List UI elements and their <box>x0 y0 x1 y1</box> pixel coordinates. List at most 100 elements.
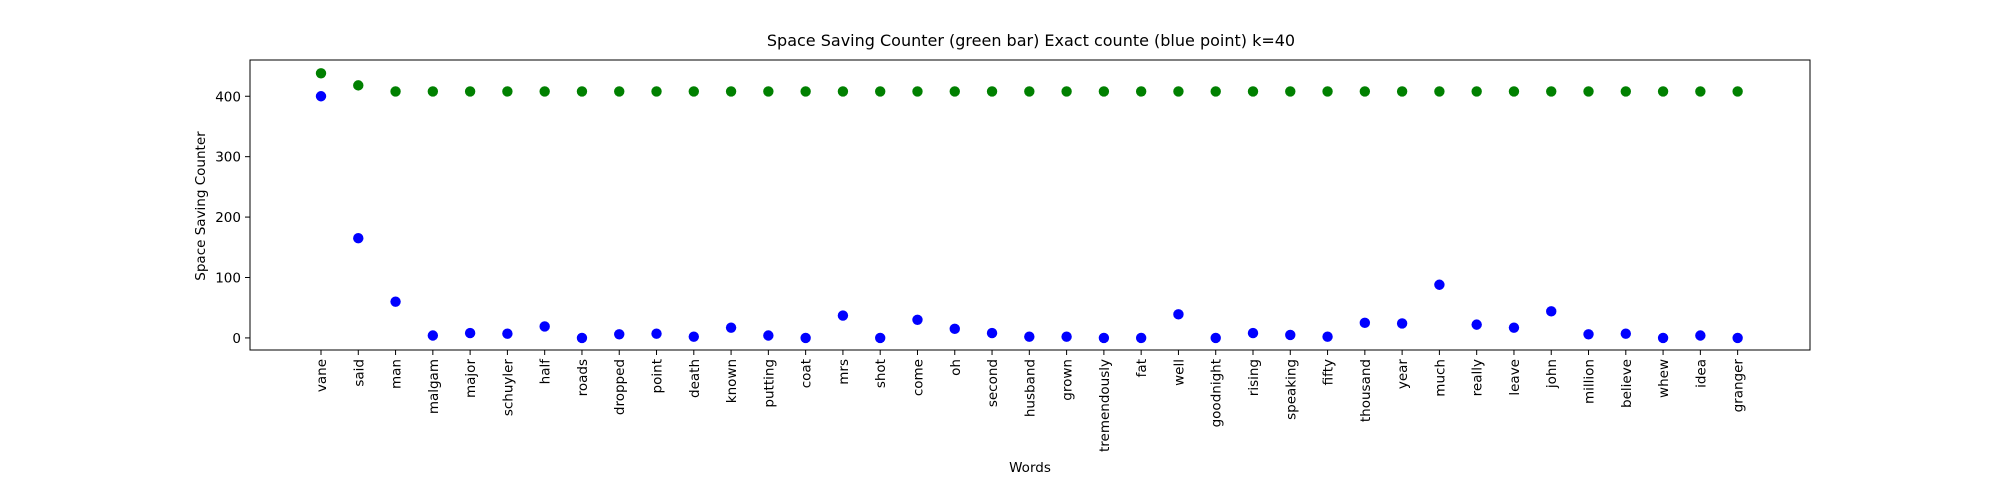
exact-count-point <box>1396 318 1408 329</box>
space-saving-count-point <box>1546 86 1557 97</box>
exact-count-point <box>315 91 327 102</box>
x-tick-label: said <box>351 359 367 387</box>
exact-count-point <box>875 332 886 344</box>
x-tick-label: granger <box>1731 359 1747 413</box>
x-axis: vane said man malgam major schuyler half roads d… <box>314 350 1747 452</box>
exact-count-point <box>1210 332 1221 344</box>
exact-count-point <box>800 332 811 344</box>
y-axis-label: Space Saving Counter <box>193 131 209 281</box>
x-tick-label: speaking <box>1283 359 1299 420</box>
space-saving-count-point <box>1620 86 1632 97</box>
space-saving-count-point <box>1359 86 1371 97</box>
exact-count-point <box>1061 331 1072 342</box>
x-tick-label: really <box>1470 359 1486 396</box>
space-saving-count-point <box>1434 86 1445 97</box>
x-tick-label: much <box>1432 359 1448 397</box>
exact-count-point <box>502 328 513 339</box>
exact-count-point <box>1471 319 1482 330</box>
space-saving-count-point <box>1173 86 1184 97</box>
x-tick-label: year <box>1395 359 1411 390</box>
x-tick-label: putting <box>761 359 777 408</box>
x-tick-label: idea <box>1693 359 1709 388</box>
data-points <box>315 68 1743 344</box>
exact-count-point <box>1583 329 1594 340</box>
x-tick-label: man <box>389 359 405 389</box>
space-saving-count-point <box>651 86 662 97</box>
y-tick-label: 200 <box>215 210 241 226</box>
space-saving-count-point <box>986 86 998 97</box>
x-tick-label: oh <box>948 359 964 376</box>
space-saving-count-point <box>464 86 476 97</box>
space-saving-count-point <box>539 86 550 97</box>
x-tick-label: death <box>687 359 703 398</box>
space-saving-count-point <box>1695 86 1706 97</box>
y-axis: 0 100 200 300 400 <box>215 89 250 347</box>
exact-count-point <box>1098 332 1110 344</box>
x-tick-label: malgam <box>426 359 442 414</box>
y-tick-label: 0 <box>232 331 241 347</box>
exact-count-point <box>688 331 699 342</box>
x-tick-label: believe <box>1619 359 1635 408</box>
exact-count-point <box>912 314 923 325</box>
exact-count-point <box>427 330 439 341</box>
exact-count-point <box>1546 306 1557 317</box>
space-saving-count-point <box>1247 86 1259 97</box>
exact-count-point <box>353 233 364 244</box>
exact-count-point <box>1657 332 1669 344</box>
space-saving-count-point <box>1657 86 1669 97</box>
space-saving-count-point <box>576 86 588 97</box>
exact-count-point <box>986 327 998 339</box>
x-tick-label: million <box>1582 359 1598 404</box>
space-saving-count-point <box>1732 86 1743 97</box>
x-tick-label: mrs <box>836 359 852 385</box>
exact-count-point <box>1434 279 1445 290</box>
x-tick-label: thousand <box>1358 359 1374 422</box>
space-saving-count-point <box>315 68 327 79</box>
x-tick-label: dropped <box>612 359 628 415</box>
space-saving-count-point <box>353 80 364 91</box>
y-tick-label: 400 <box>215 89 241 105</box>
space-saving-count-point <box>1024 86 1035 97</box>
x-tick-label: grown <box>1060 359 1076 401</box>
x-tick-label: come <box>910 359 926 396</box>
exact-count-point <box>464 327 476 339</box>
space-saving-count-point <box>502 86 513 97</box>
x-tick-label: leave <box>1507 359 1523 396</box>
space-saving-count-point <box>1210 86 1221 97</box>
x-tick-label: vane <box>314 359 330 392</box>
space-saving-count-point <box>949 86 960 97</box>
exact-count-point <box>1508 322 1520 333</box>
exact-count-point <box>763 330 774 341</box>
space-saving-count-point <box>427 86 439 97</box>
x-tick-label: point <box>650 359 666 393</box>
space-saving-count-point <box>614 86 625 97</box>
space-saving-count-point <box>390 86 401 97</box>
space-saving-count-point <box>1285 86 1296 97</box>
plot-area-frame <box>249 59 1811 351</box>
space-saving-count-point <box>688 86 699 97</box>
space-saving-count-point <box>1508 86 1520 97</box>
x-tick-label: husband <box>1022 359 1038 417</box>
x-tick-label: rising <box>1246 359 1262 396</box>
y-tick-label: 100 <box>215 271 241 287</box>
exact-count-point <box>539 321 550 332</box>
space-saving-count-point <box>725 86 737 97</box>
x-tick-label: shot <box>873 359 889 388</box>
space-saving-count-point <box>1583 86 1594 97</box>
x-tick-label: goodnight <box>1209 359 1225 427</box>
exact-count-point <box>576 332 588 344</box>
exact-count-point <box>1322 331 1333 342</box>
exact-count-point <box>837 310 849 321</box>
x-tick-label: fat <box>1134 359 1150 377</box>
space-saving-count-point <box>1061 86 1072 97</box>
exact-count-point <box>614 329 625 340</box>
exact-count-point <box>949 323 960 335</box>
exact-count-point <box>390 296 401 307</box>
space-saving-count-point <box>1135 86 1147 97</box>
x-tick-label: major <box>463 359 479 398</box>
space-saving-count-point <box>800 86 811 97</box>
exact-count-point <box>1359 317 1371 329</box>
x-tick-label: fifty <box>1321 359 1337 385</box>
